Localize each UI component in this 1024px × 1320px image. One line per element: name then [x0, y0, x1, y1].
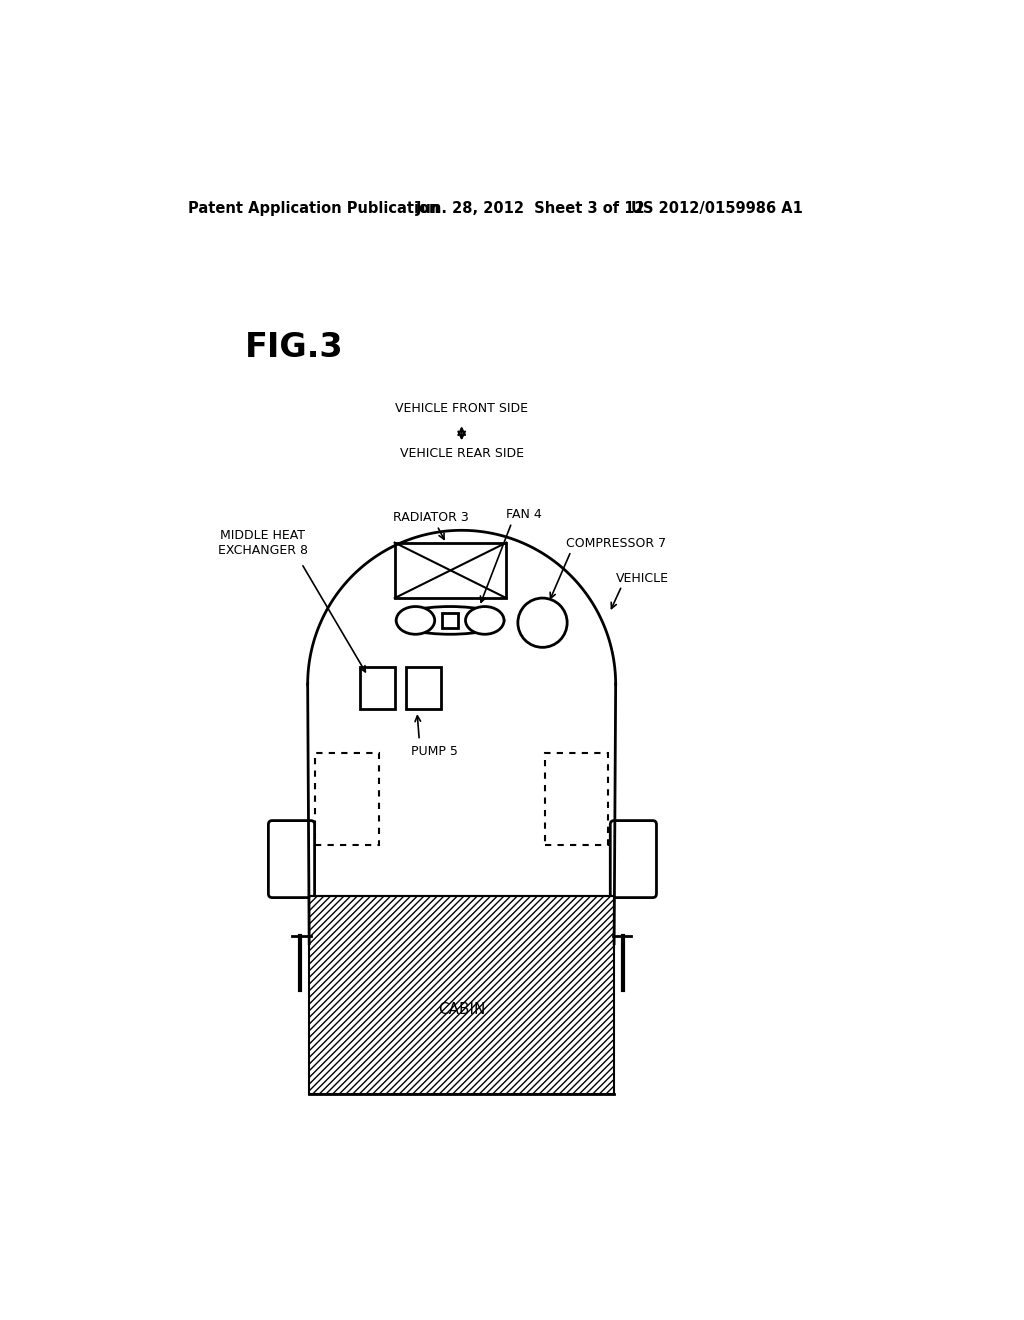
Text: COMPRESSOR 7: COMPRESSOR 7: [566, 537, 667, 550]
Text: Patent Application Publication: Patent Application Publication: [188, 201, 440, 216]
Text: MIDDLE HEAT
EXCHANGER 8: MIDDLE HEAT EXCHANGER 8: [218, 529, 308, 557]
Bar: [407, 667, 441, 709]
Text: RADIATOR 3: RADIATOR 3: [393, 511, 469, 524]
Bar: [442, 612, 458, 628]
Text: VEHICLE FRONT SIDE: VEHICLE FRONT SIDE: [395, 403, 528, 416]
Ellipse shape: [466, 607, 504, 635]
Circle shape: [518, 598, 567, 647]
Bar: [315, 752, 379, 845]
Text: CABIN: CABIN: [438, 1002, 485, 1016]
Bar: [394, 543, 506, 598]
Bar: [309, 896, 614, 1094]
Text: FIG.3: FIG.3: [245, 330, 343, 363]
Bar: [545, 752, 608, 845]
Text: VEHICLE REAR SIDE: VEHICLE REAR SIDE: [399, 446, 523, 459]
Text: VEHICLE: VEHICLE: [615, 572, 669, 585]
Ellipse shape: [396, 607, 504, 635]
Bar: [360, 667, 394, 709]
Text: PUMP 5: PUMP 5: [412, 744, 458, 758]
Ellipse shape: [396, 607, 435, 635]
Text: FAN 4: FAN 4: [506, 508, 542, 521]
Text: US 2012/0159986 A1: US 2012/0159986 A1: [631, 201, 803, 216]
Text: Jun. 28, 2012  Sheet 3 of 12: Jun. 28, 2012 Sheet 3 of 12: [416, 201, 645, 216]
